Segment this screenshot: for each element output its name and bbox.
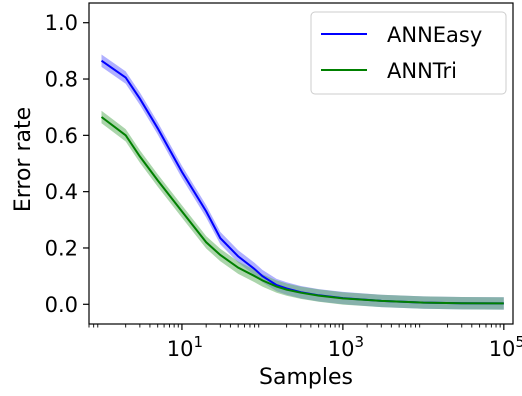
x-tick-label: 101 — [167, 333, 203, 361]
legend: ANNEasy ANNTri — [310, 11, 507, 95]
x-axis: 101 103 105 — [88, 324, 522, 361]
x-tick-label: 103 — [328, 333, 364, 361]
y-tick-label: 0.4 — [45, 180, 78, 204]
legend-label-anntri: ANNTri — [387, 59, 457, 83]
x-tick-label: 105 — [489, 333, 522, 361]
y-tick-label: 0.8 — [45, 68, 78, 92]
legend-label-anneasy: ANNEasy — [387, 23, 482, 47]
series-lines — [100, 59, 504, 305]
y-tick-label: 0.2 — [45, 236, 78, 260]
y-tick-label: 1.0 — [45, 11, 78, 35]
line-anntri — [100, 116, 504, 305]
y-axis-label: Error rate — [11, 107, 36, 212]
y-tick-label: 0.6 — [45, 124, 78, 148]
x-axis-label: Samples — [259, 365, 353, 390]
legend-box — [310, 11, 507, 95]
y-axis: 0.0 0.2 0.4 0.6 0.8 1.0 — [45, 11, 89, 317]
y-tick-label: 0.0 — [45, 293, 78, 317]
